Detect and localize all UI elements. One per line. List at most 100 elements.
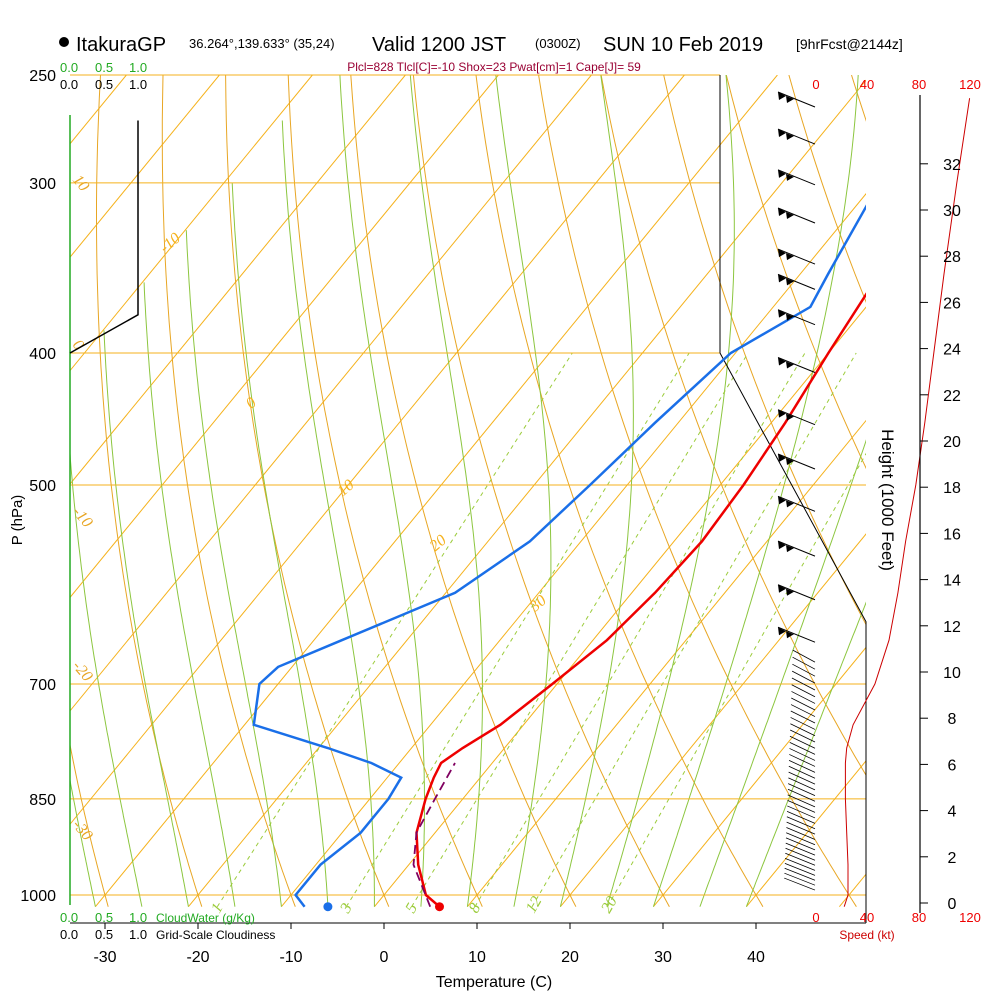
cw-scale-bottom-2: 1.0 [129, 910, 147, 925]
stability-indices: Plcl=828 Tlcl[C]=-10 Shox=23 Pwat[cm]=1 … [347, 60, 641, 74]
dry-adiabat-label: -10 [157, 230, 184, 257]
height-tick-label: 10 [943, 665, 961, 682]
wind-barb-flag [778, 541, 794, 553]
wind-barb-staff [790, 710, 816, 724]
wind-barb-staff [785, 842, 816, 856]
height-tick-label: 26 [943, 295, 961, 312]
model-name: ItakuraGP [76, 34, 166, 56]
wind-barb-staff [777, 409, 816, 426]
isotherm-line [70, 75, 685, 826]
wind-barb-staff [784, 877, 816, 891]
height-tick-label: 16 [943, 526, 961, 543]
height-tick-label: 30 [943, 203, 961, 220]
wind-barb-staff [787, 788, 816, 802]
pressure-tick-label: 850 [29, 792, 56, 809]
height-tick-label: 14 [943, 573, 961, 590]
cl-scale-bottom-1: 0.5 [95, 927, 113, 942]
wind-barb-staff [787, 805, 816, 819]
height-tick-label: 6 [948, 757, 957, 774]
wind-barb-staff [784, 872, 816, 886]
wind-barb-staff [777, 169, 816, 186]
speed-tick-bottom-2: 80 [912, 910, 926, 925]
wind-barb-flag [778, 169, 794, 181]
moist-adiabat-line [70, 447, 143, 907]
wind-barb [777, 273, 816, 290]
isotherm-line [281, 192, 866, 908]
temperature-tick-label: -20 [186, 949, 209, 966]
moist-adiabat-line [231, 182, 329, 907]
mixing-ratio-line [531, 352, 857, 907]
isotherm-line [70, 75, 313, 372]
forecast-date: SUN 10 Feb 2019 [603, 34, 763, 56]
mixing-ratio-label: 8 [466, 901, 485, 916]
wind-barb-staff [777, 91, 816, 108]
wind-barb-staff [788, 777, 816, 791]
utc-time: (0300Z) [535, 36, 581, 51]
temperature-tick-label: 30 [654, 949, 672, 966]
temperature-tick-label: 20 [561, 949, 579, 966]
wind-barb-staff [792, 649, 816, 663]
wind-barb-staff [790, 723, 816, 737]
header-coords: 36.264°,139.633° (35,24) [189, 36, 335, 51]
wind-barb-staff [786, 811, 816, 824]
wind-barb-flag [778, 584, 794, 596]
wind-barb-staff [791, 697, 816, 711]
isotherm-line [70, 75, 127, 145]
speed-tick-top-3: 120 [959, 77, 981, 92]
thermo-background [0, 75, 866, 908]
speed-tick-bottom-1: 40 [860, 910, 874, 925]
wind-barb [777, 540, 816, 557]
cl-scale-top-0: 0.0 [60, 77, 78, 92]
cloudiness-profile [69, 120, 139, 354]
wind-barb-staff [777, 309, 816, 326]
cw-scale-top-0: 0.0 [60, 60, 78, 75]
wind-barb-flag [778, 208, 794, 220]
chart-header: ItakuraGP 36.264°,139.633° (35,24) Valid… [59, 34, 903, 74]
speed-tick-bottom-0: 0 [812, 910, 819, 925]
cl-scale-top-2: 1.0 [129, 77, 147, 92]
height-axis-label: Height (1000 Feet) [878, 429, 897, 571]
wind-barb-staff [790, 717, 816, 730]
y-axis-label: P (hPa) [9, 495, 26, 546]
moist-adiabat-line [606, 75, 735, 907]
wind-barb-staff [777, 207, 816, 224]
mixing-ratio-label: 12 [523, 894, 546, 916]
temperature-tick-label: 40 [747, 949, 765, 966]
dry-adiabat-label: 10 [334, 476, 357, 499]
isotherm-line [467, 419, 866, 908]
wind-barb-staff [777, 453, 816, 470]
wind-barb-staff [786, 832, 816, 846]
surface-dewpoint-marker [323, 902, 333, 912]
wind-barb-flag [778, 409, 794, 421]
dry-adiabat-line [0, 75, 15, 907]
mixing-ratio-line [474, 352, 806, 907]
mixing-ratio-label: 5 [402, 901, 421, 916]
dry-adiabat-line [663, 75, 866, 626]
pressure-tick-label: 400 [29, 346, 56, 363]
location-dot-icon [59, 37, 69, 47]
height-tick-label: 32 [943, 157, 961, 174]
mixing-ratio-line [216, 352, 573, 907]
temperature-tick-label: -30 [93, 949, 116, 966]
cw-scale-bottom-1: 0.5 [95, 910, 113, 925]
dry-adiabat-line [70, 742, 109, 907]
height-tick-label: 12 [943, 619, 961, 636]
moist-adiabat-line [339, 75, 425, 907]
dry-adiabat-line [851, 75, 866, 122]
wind-barb-staff [777, 626, 816, 643]
cl-scale-bottom-2: 1.0 [129, 927, 147, 942]
wind-barb-staff [777, 248, 816, 265]
moist-adiabat-label: -20 [69, 658, 96, 685]
isotherm-line [653, 646, 866, 908]
dry-adiabat-line [287, 75, 483, 907]
moist-adiabat-label: -10 [69, 504, 96, 531]
wind-barb-flag [778, 627, 794, 639]
dry-adiabat-line [412, 75, 670, 907]
wind-barb-staff [785, 852, 816, 866]
cl-scale-bottom-0: 0.0 [60, 927, 78, 942]
wind-barb-staff [788, 783, 816, 796]
height-tick-label: 4 [948, 804, 957, 821]
wind-barb [777, 91, 816, 108]
moist-adiabat-line [495, 75, 552, 907]
dry-adiabat-line [350, 75, 577, 907]
